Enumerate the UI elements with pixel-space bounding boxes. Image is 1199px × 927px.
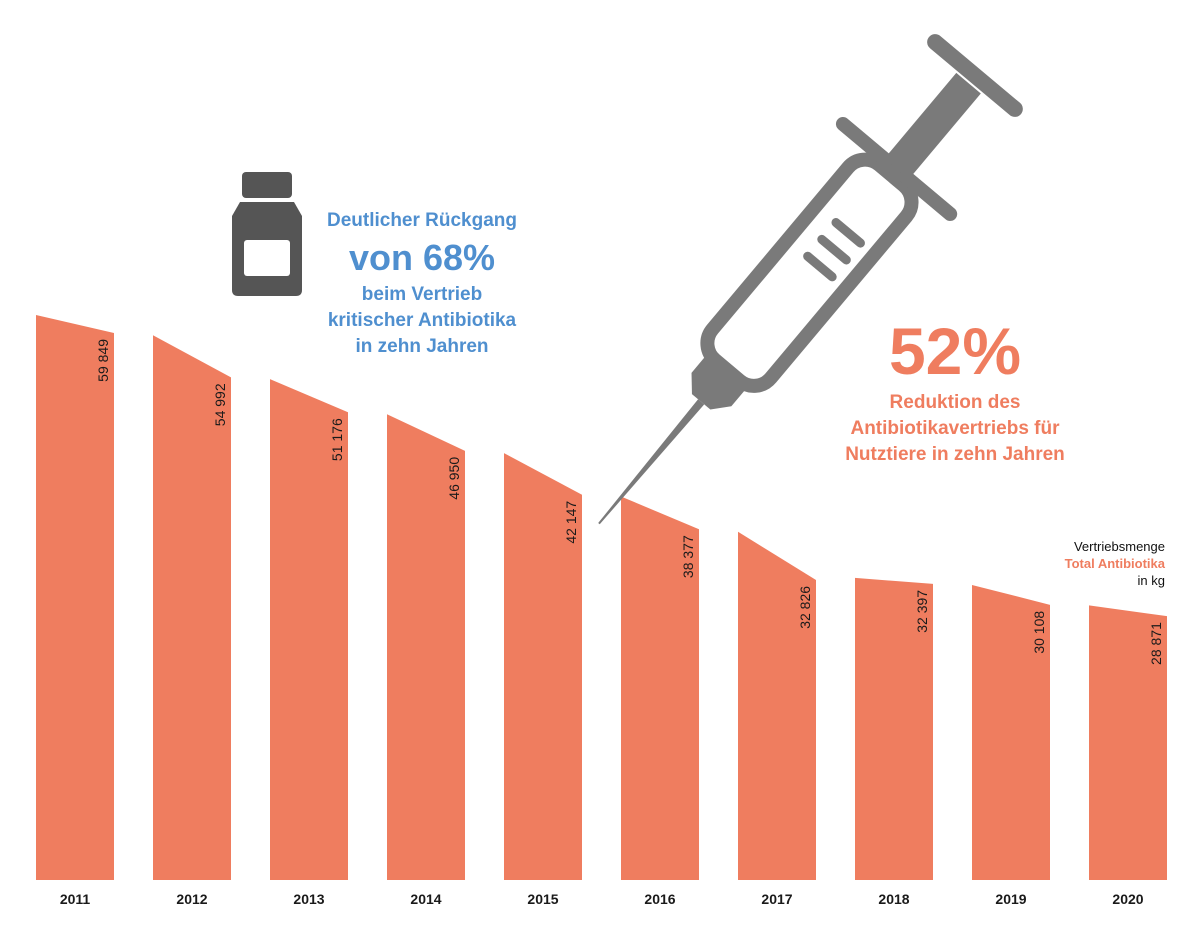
bar-2020 [1089,605,1167,880]
value-label-2019: 30 108 [1031,611,1047,654]
value-label-2018: 32 397 [914,590,930,633]
value-labels-group: 59 849 54 992 51 176 46 950 42 147 38 377 32 8… [95,339,1164,665]
year-label-2012: 2012 [176,891,207,907]
bar-2013 [270,379,348,880]
legend-line-1: Vertriebsmenge [1073,539,1165,554]
value-label-2011: 59 849 [95,339,111,382]
reduction-percentage: 52% [888,314,1022,388]
bar-2012 [153,335,231,880]
syringe-icon [598,34,1023,525]
value-label-2013: 51 176 [329,418,345,461]
year-label-2013: 2013 [293,891,324,907]
bar-2017 [738,531,816,880]
value-label-2014: 46 950 [446,457,462,500]
decline-line-4: in zehn Jahren [355,336,489,357]
year-labels-group: 2011 2012 2013 2014 2015 2016 2017 2018 2019 2020 [60,891,1144,907]
value-label-2016: 38 377 [680,535,696,578]
value-label-2020: 28 871 [1148,622,1164,665]
decline-line-3: kritischer Antibiotika [327,310,517,331]
bar-2014 [387,414,465,880]
year-label-2018: 2018 [878,891,909,907]
bars-group [36,314,1167,881]
legend-unit: in kg [1137,573,1165,588]
value-label-2017: 32 826 [797,586,813,629]
year-label-2011: 2011 [60,891,91,907]
medicine-bottle-icon [232,172,302,296]
year-label-2016: 2016 [644,891,675,907]
bar-2015 [504,453,582,880]
reduction-line-2: Antibiotikavertriebs für [850,418,1060,439]
bar-2016 [621,496,699,880]
year-label-2014: 2014 [410,891,441,907]
reduction-line-1: Reduktion des [889,392,1021,413]
reduction-line-3: Nutztiere in zehn Jahren [845,444,1065,465]
bar-2011 [36,314,114,881]
legend: Vertriebsmenge Total Antibiotika in kg [1065,538,1165,589]
value-label-2012: 54 992 [212,383,228,426]
year-label-2017: 2017 [761,891,792,907]
legend-series-name: Total Antibiotika [1064,556,1165,571]
year-label-2019: 2019 [995,891,1026,907]
bar-2018 [855,577,933,880]
reduction-highlight: 52% Reduktion des Antibiotikavertriebs f… [800,312,1110,468]
year-label-2020: 2020 [1112,891,1143,907]
decline-line-2: beim Vertrieb [361,284,483,305]
decline-line-1: Deutlicher Rückgang [326,210,518,231]
value-label-2015: 42 147 [563,501,579,544]
decline-percentage: von 68% [348,237,496,278]
bar-2019 [972,584,1050,880]
year-label-2015: 2015 [527,891,558,907]
decline-highlight: Deutlicher Rückgang von 68% beim Vertrie… [312,208,532,360]
